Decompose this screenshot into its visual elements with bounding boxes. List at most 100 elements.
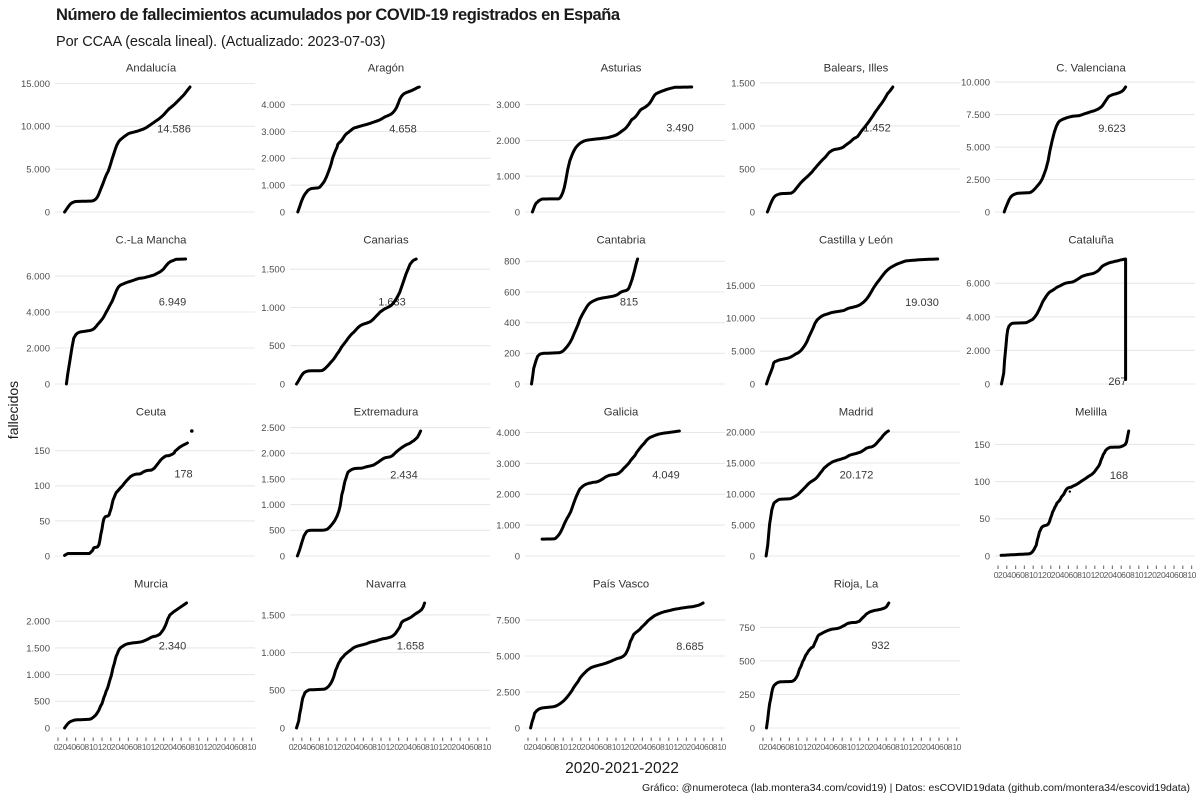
svg-text:04: 04	[638, 742, 647, 752]
svg-text:1.500: 1.500	[261, 265, 285, 276]
svg-text:08: 08	[891, 742, 900, 752]
svg-text:10: 10	[559, 742, 568, 752]
svg-text:08: 08	[656, 742, 665, 752]
svg-text:5.000: 5.000	[731, 347, 755, 358]
svg-text:08: 08	[603, 742, 612, 752]
svg-text:50: 50	[39, 516, 50, 527]
svg-text:06: 06	[647, 742, 656, 752]
svg-text:100: 100	[34, 481, 50, 492]
svg-text:3.000: 3.000	[496, 459, 520, 470]
svg-text:50: 50	[979, 514, 990, 525]
svg-text:06: 06	[1064, 570, 1073, 580]
svg-text:08: 08	[474, 742, 483, 752]
svg-text:08: 08	[1179, 570, 1188, 580]
svg-text:10.000: 10.000	[961, 78, 990, 89]
svg-text:Rioja, La: Rioja, La	[834, 579, 879, 591]
svg-text:10: 10	[847, 742, 856, 752]
svg-text:500: 500	[739, 164, 755, 175]
svg-text:1.000: 1.000	[261, 181, 285, 192]
svg-text:10: 10	[717, 742, 726, 752]
svg-text:15.000: 15.000	[21, 79, 50, 90]
svg-text:08: 08	[239, 742, 248, 752]
svg-text:0: 0	[45, 551, 50, 562]
svg-text:10: 10	[952, 742, 961, 752]
svg-text:5.000: 5.000	[26, 165, 50, 176]
svg-text:10: 10	[612, 742, 621, 752]
svg-text:500: 500	[269, 686, 285, 697]
svg-text:2.000: 2.000	[496, 136, 520, 147]
svg-text:08: 08	[1126, 570, 1135, 580]
svg-text:4.049: 4.049	[652, 469, 680, 481]
svg-text:Balears, Illes: Balears, Illes	[824, 63, 889, 75]
svg-text:C.-La Mancha: C.-La Mancha	[116, 235, 188, 247]
svg-text:12: 12	[568, 742, 577, 752]
svg-text:0: 0	[280, 207, 285, 218]
svg-text:1.452: 1.452	[863, 122, 891, 134]
svg-text:2.500: 2.500	[966, 175, 990, 186]
svg-text:0: 0	[45, 379, 50, 390]
svg-text:04: 04	[585, 742, 594, 752]
svg-text:7.500: 7.500	[496, 616, 520, 627]
svg-text:0: 0	[515, 379, 520, 390]
svg-text:04: 04	[926, 742, 935, 752]
svg-text:Madrid: Madrid	[839, 407, 874, 419]
svg-text:4.000: 4.000	[966, 312, 990, 323]
svg-text:12: 12	[673, 742, 682, 752]
svg-text:02: 02	[524, 742, 533, 752]
svg-text:02: 02	[289, 742, 298, 752]
svg-text:500: 500	[269, 526, 285, 537]
svg-text:0: 0	[515, 207, 520, 218]
svg-text:08: 08	[1073, 570, 1082, 580]
svg-text:4.000: 4.000	[496, 428, 520, 439]
svg-text:Navarra: Navarra	[366, 579, 407, 591]
svg-text:04: 04	[168, 742, 177, 752]
svg-text:8.685: 8.685	[676, 641, 704, 653]
svg-text:04: 04	[63, 742, 72, 752]
svg-text:Galicia: Galicia	[604, 407, 639, 419]
svg-text:Extremadura: Extremadura	[354, 407, 419, 419]
svg-text:02: 02	[682, 742, 691, 752]
svg-text:08: 08	[133, 742, 142, 752]
svg-text:2.500: 2.500	[496, 687, 520, 698]
svg-text:06: 06	[882, 742, 891, 752]
svg-text:0: 0	[750, 723, 755, 734]
svg-text:12: 12	[1038, 570, 1047, 580]
svg-text:08: 08	[838, 742, 847, 752]
svg-text:Cataluña: Cataluña	[1068, 235, 1114, 247]
svg-text:04: 04	[456, 742, 465, 752]
svg-text:2.000: 2.000	[496, 490, 520, 501]
svg-text:Andalucía: Andalucía	[126, 63, 177, 75]
svg-text:6.000: 6.000	[26, 272, 50, 283]
svg-text:04: 04	[115, 742, 124, 752]
svg-text:06: 06	[1011, 570, 1020, 580]
svg-text:600: 600	[504, 287, 520, 298]
svg-text:0: 0	[985, 207, 990, 218]
svg-text:10.000: 10.000	[21, 122, 50, 133]
svg-text:04: 04	[691, 742, 700, 752]
svg-text:0: 0	[750, 207, 755, 218]
svg-text:500: 500	[269, 341, 285, 352]
svg-text:10: 10	[247, 742, 256, 752]
svg-text:100: 100	[974, 477, 990, 488]
svg-text:08: 08	[944, 742, 953, 752]
svg-text:1.000: 1.000	[496, 172, 520, 183]
svg-text:08: 08	[368, 742, 377, 752]
svg-text:267: 267	[1108, 376, 1126, 388]
svg-text:9.623: 9.623	[1098, 123, 1126, 135]
svg-text:1.000: 1.000	[261, 500, 285, 511]
svg-text:14.586: 14.586	[157, 123, 191, 135]
svg-text:12: 12	[333, 742, 342, 752]
svg-text:Murcia: Murcia	[134, 579, 169, 591]
svg-text:2.000: 2.000	[26, 617, 50, 628]
svg-text:1.000: 1.000	[731, 121, 755, 132]
svg-text:10: 10	[1135, 570, 1144, 580]
svg-text:12: 12	[621, 742, 630, 752]
svg-text:5.000: 5.000	[731, 520, 755, 531]
svg-text:5.000: 5.000	[496, 651, 520, 662]
svg-text:08: 08	[80, 742, 89, 752]
svg-text:15.000: 15.000	[726, 458, 755, 469]
svg-text:Gráfico: @numeroteca (lab.mont: Gráfico: @numeroteca (lab.montera34.com/…	[642, 782, 1190, 794]
svg-text:06: 06	[594, 742, 603, 752]
svg-text:02: 02	[342, 742, 351, 752]
svg-text:02: 02	[394, 742, 403, 752]
